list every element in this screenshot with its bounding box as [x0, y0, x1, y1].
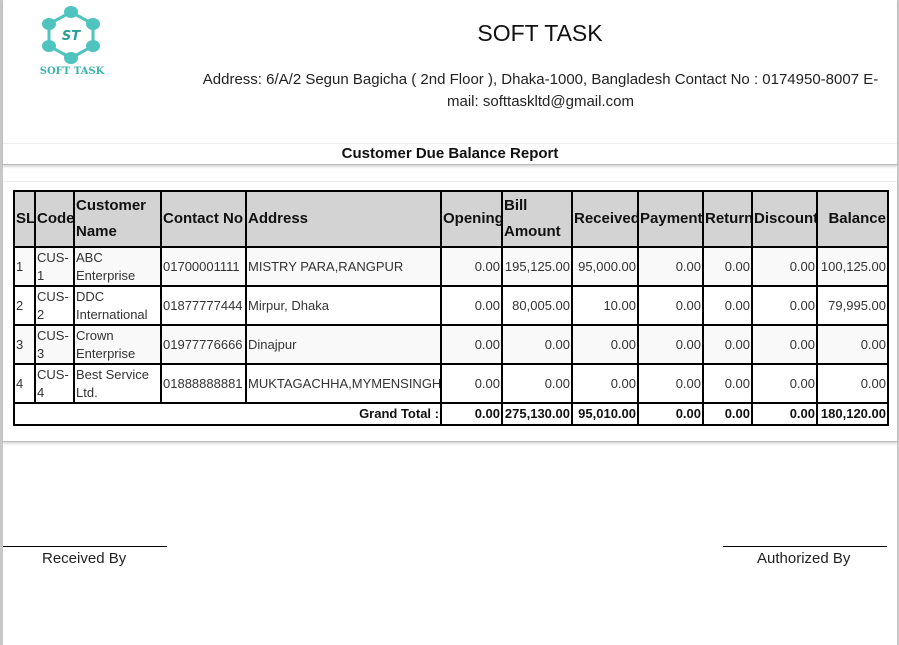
cell-sl: 2 — [13, 285, 36, 326]
cell-discount: 0.00 — [751, 246, 818, 287]
cell-bill: 195,125.00 — [501, 246, 573, 287]
col-customer-name: Customer Name — [73, 190, 162, 248]
total-return: 0.00 — [702, 402, 753, 426]
col-code: Code — [34, 190, 75, 248]
page-edge-right — [897, 0, 899, 645]
total-received: 95,010.00 — [571, 402, 639, 426]
logo-initials: ST — [62, 29, 81, 44]
page-edge-left — [0, 0, 3, 645]
col-bill-amount: Bill Amount — [501, 190, 573, 248]
cell-opening: 0.00 — [440, 285, 503, 326]
col-balance: Balance — [816, 190, 889, 248]
cell-discount: 0.00 — [751, 285, 818, 326]
cell-bill: 80,005.00 — [501, 285, 573, 326]
cell-name: ABC Enterprise — [73, 246, 162, 287]
report-title: Customer Due Balance Report — [341, 145, 559, 162]
total-discount: 0.00 — [751, 402, 818, 426]
received-by-label: Received By — [42, 550, 127, 567]
divider — [3, 143, 897, 144]
cell-return: 0.00 — [702, 324, 753, 365]
total-balance: 180,120.00 — [816, 402, 889, 426]
received-by-line — [3, 546, 167, 547]
cell-payment: 0.00 — [637, 324, 704, 365]
cell-received: 10.00 — [571, 285, 639, 326]
cell-sl: 1 — [13, 246, 36, 287]
cell-payment: 0.00 — [637, 246, 704, 287]
cell-return: 0.00 — [702, 363, 753, 404]
cell-address: Dinajpur — [245, 324, 442, 365]
cell-sl: 3 — [13, 324, 36, 365]
col-discount: Discount — [751, 190, 818, 248]
company-address: Address: 6/A/2 Segun Bagicha ( 2nd Floor… — [202, 71, 879, 110]
cell-code: CUS-2 — [34, 285, 75, 326]
cell-contact: 01977776666 — [160, 324, 247, 365]
company-logo: ST — [42, 6, 100, 64]
cell-contact: 01888888881 — [160, 363, 247, 404]
cell-contact: 01700001111 — [160, 246, 247, 287]
cell-code: CUS-3 — [34, 324, 75, 365]
cell-name: Best Service Ltd. — [73, 363, 162, 404]
col-address: Address — [245, 190, 442, 248]
total-opening: 0.00 — [440, 402, 503, 426]
cell-balance: 0.00 — [816, 324, 889, 365]
logo-text: SOFT TASK — [39, 66, 105, 77]
authorized-by-label: Authorized By — [757, 550, 851, 567]
cell-name: DDC International — [73, 285, 162, 326]
cell-received: 95,000.00 — [571, 246, 639, 287]
cell-opening: 0.00 — [440, 324, 503, 365]
col-return: Return — [702, 190, 753, 248]
col-contact: Contact No — [160, 190, 247, 248]
col-opening: Opening — [440, 190, 503, 248]
company-name: SOFT TASK — [477, 20, 603, 46]
col-payment: Payment — [637, 190, 704, 248]
cell-sl: 4 — [13, 363, 36, 404]
grand-total-row: Grand Total : 0.00 275,130.00 95,010.00 … — [13, 402, 889, 426]
cell-return: 0.00 — [702, 246, 753, 287]
authorized-by-line — [723, 546, 887, 547]
table-row: 2 CUS-2 DDC International 01877777444 Mirpur… — [13, 285, 889, 326]
cell-code: CUS-1 — [34, 246, 75, 287]
cell-address: MUKTAGACHHA,MYMENSINGH — [245, 363, 442, 404]
total-payment: 0.00 — [637, 402, 704, 426]
cell-payment: 0.00 — [637, 363, 704, 404]
table-row: 4 CUS-4 Best Service Ltd. 01888888881 MUKTAG… — [13, 363, 889, 404]
cell-balance: 0.00 — [816, 363, 889, 404]
table-row: 3 CUS-3 Crown Enterprise 01977776666 Dinajpu… — [13, 324, 889, 365]
cell-discount: 0.00 — [751, 363, 818, 404]
cell-contact: 01877777444 — [160, 285, 247, 326]
cell-bill: 0.00 — [501, 324, 573, 365]
total-bill: 275,130.00 — [501, 402, 573, 426]
cell-address: MISTRY PARA,RANGPUR — [245, 246, 442, 287]
due-balance-table: SL Code Customer Name Contact No Address… — [13, 190, 889, 426]
cell-discount: 0.00 — [751, 324, 818, 365]
report-header — [3, 0, 897, 165]
cell-balance: 100,125.00 — [816, 246, 889, 287]
table-header-row: SL Code Customer Name Contact No Address… — [13, 190, 889, 248]
cell-opening: 0.00 — [440, 246, 503, 287]
cell-received: 0.00 — [571, 324, 639, 365]
col-received: Received — [571, 190, 639, 248]
grand-total-label: Grand Total : — [13, 402, 442, 426]
cell-payment: 0.00 — [637, 285, 704, 326]
cell-bill: 0.00 — [501, 363, 573, 404]
col-sl: SL — [13, 190, 36, 248]
cell-balance: 79,995.00 — [816, 285, 889, 326]
table-row: 1 CUS-1 ABC Enterprise 01700001111 MISTRY PA… — [13, 246, 889, 287]
cell-return: 0.00 — [702, 285, 753, 326]
cell-address: Mirpur, Dhaka — [245, 285, 442, 326]
cell-opening: 0.00 — [440, 363, 503, 404]
cell-name: Crown Enterprise — [73, 324, 162, 365]
cell-code: CUS-4 — [34, 363, 75, 404]
cell-received: 0.00 — [571, 363, 639, 404]
